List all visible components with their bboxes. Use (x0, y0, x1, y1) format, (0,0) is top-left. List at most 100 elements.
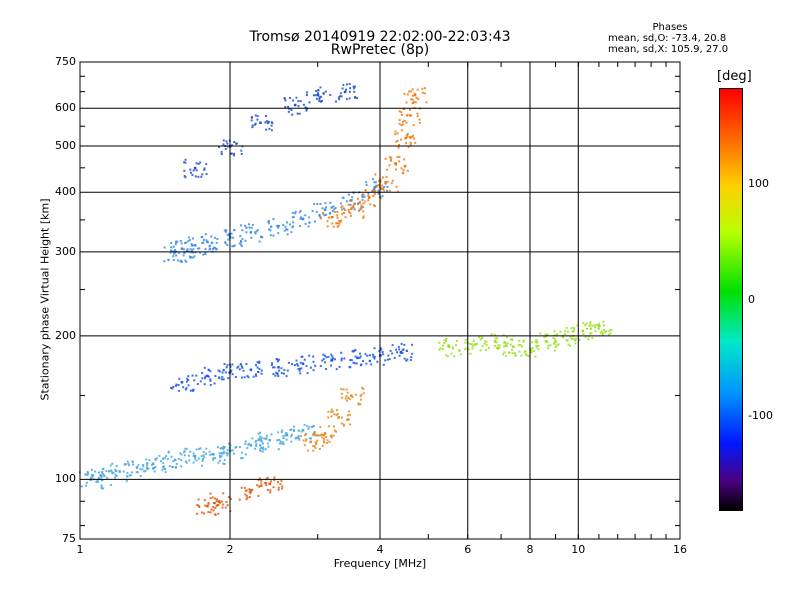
data-point (282, 441, 285, 444)
data-point (163, 457, 166, 460)
data-point (172, 258, 175, 261)
data-point (308, 437, 311, 440)
data-point (604, 331, 607, 334)
data-point (315, 210, 318, 213)
data-point (329, 364, 332, 367)
data-point (321, 99, 324, 102)
data-point (503, 345, 506, 348)
data-point (226, 364, 229, 367)
data-point (259, 444, 262, 447)
data-point (190, 243, 193, 246)
data-point (366, 354, 369, 357)
data-point (275, 371, 278, 374)
data-point (199, 447, 202, 450)
data-point (319, 217, 322, 220)
data-point (268, 127, 271, 130)
data-point (171, 465, 174, 468)
chart-title: Tromsø 20140919 22:02:00-22:03:43 (249, 29, 511, 45)
data-point (195, 169, 198, 172)
data-point (204, 253, 207, 256)
data-point (184, 176, 187, 179)
data-point (323, 354, 326, 357)
data-point (418, 118, 421, 121)
data-point (223, 459, 226, 462)
data-point (534, 355, 537, 358)
data-point (285, 432, 288, 435)
data-point (308, 216, 311, 219)
data-point (327, 216, 330, 219)
data-point (207, 501, 210, 504)
data-point (320, 100, 323, 103)
data-point (469, 352, 472, 355)
data-point (221, 375, 224, 378)
data-point (359, 352, 362, 355)
data-point (184, 158, 187, 161)
data-point (165, 455, 168, 458)
data-point (586, 327, 589, 330)
data-point (114, 476, 117, 479)
data-point (308, 101, 311, 104)
data-point (257, 494, 260, 497)
stats-line-o: mean, sd,O: -73.4, 20.8 (608, 33, 727, 44)
data-point (246, 496, 249, 499)
data-point (364, 189, 367, 192)
data-point (249, 368, 253, 371)
data-point (332, 357, 335, 360)
data-point (296, 112, 299, 115)
data-point (280, 442, 283, 445)
data-point (291, 216, 294, 219)
data-point (279, 440, 282, 443)
data-point (348, 83, 351, 86)
data-point (198, 448, 201, 451)
colorbar-tick-100: 100 (748, 177, 769, 190)
data-point (200, 175, 203, 178)
data-point (100, 486, 103, 489)
data-point (264, 448, 267, 451)
data-point (182, 254, 185, 257)
data-point (256, 484, 259, 487)
data-point (314, 220, 317, 223)
data-point (333, 208, 336, 211)
data-point (245, 226, 248, 229)
data-point (293, 103, 297, 107)
data-point (333, 413, 336, 416)
stats-heading: Phases (652, 22, 688, 33)
data-point (184, 161, 187, 164)
data-point (470, 343, 473, 346)
data-point (345, 98, 348, 101)
data-point (122, 470, 125, 473)
data-point (109, 483, 112, 486)
data-point (179, 260, 182, 263)
data-point (243, 486, 246, 489)
data-point (330, 434, 333, 437)
data-point (269, 491, 272, 494)
data-point (182, 248, 185, 251)
data-point (458, 349, 461, 352)
data-point (259, 431, 262, 434)
data-point (115, 474, 118, 477)
colorbar-tick-0: 0 (748, 293, 755, 306)
data-point (322, 353, 325, 356)
data-point (526, 354, 529, 357)
data-point (273, 366, 276, 369)
data-point (260, 482, 263, 485)
data-point (554, 345, 557, 348)
data-point (360, 205, 363, 208)
data-point (610, 328, 613, 331)
data-point (498, 344, 501, 347)
data-point (479, 338, 482, 341)
data-point (330, 415, 333, 418)
data-point (238, 368, 241, 371)
data-point (249, 444, 253, 447)
data-point (202, 454, 205, 457)
data-point (346, 414, 349, 417)
grid-lines (80, 62, 680, 539)
data-point (520, 345, 523, 348)
data-point (344, 397, 347, 400)
data-point (187, 454, 190, 457)
data-point (167, 451, 170, 454)
data-point (384, 181, 387, 184)
data-point (322, 440, 325, 443)
data-point (224, 147, 227, 150)
data-point (339, 92, 342, 95)
